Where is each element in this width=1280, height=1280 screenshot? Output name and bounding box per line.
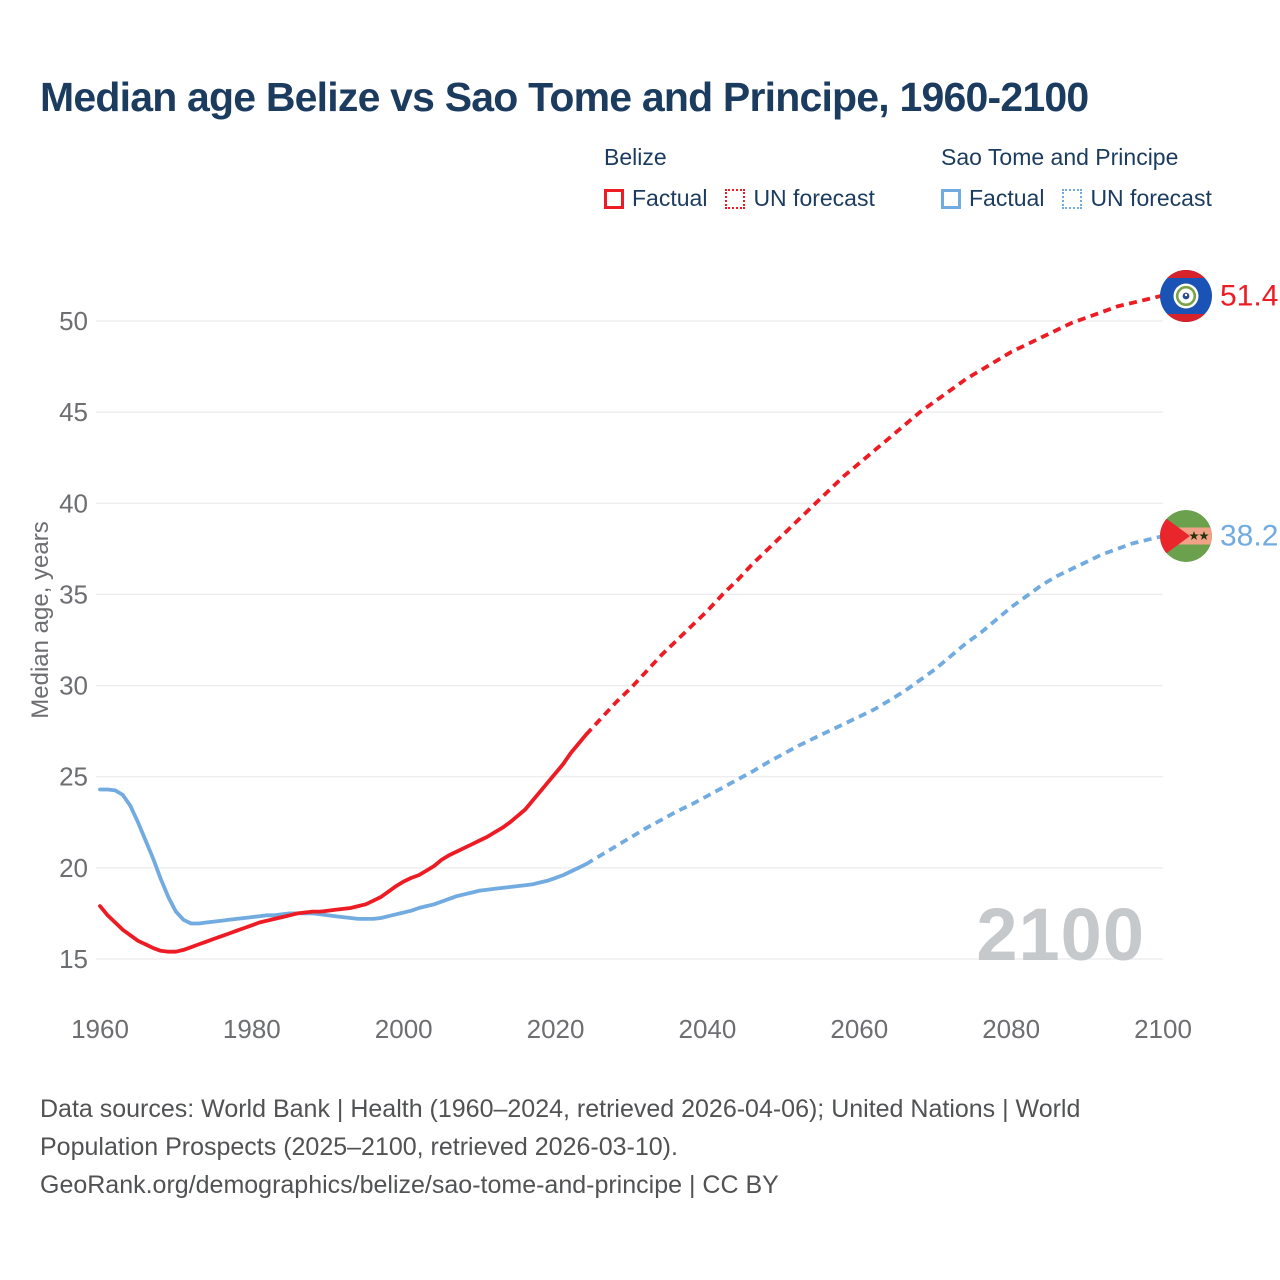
series-lines xyxy=(98,293,1164,954)
legend-item-sao-tome-factual: Factual xyxy=(941,185,1044,212)
belize-forecast-swatch-icon xyxy=(725,188,746,209)
x-tick-label-2060: 2060 xyxy=(830,1014,888,1044)
legend-item-sao-tome-forecast: UN forecast xyxy=(1062,185,1212,212)
x-tick-label-2100: 2100 xyxy=(1134,1014,1192,1044)
x-axis-tick-labels: 1960 1980 2000 2020 2040 2060 2080 2100 xyxy=(71,1014,1192,1044)
belize-flag-icon xyxy=(1160,270,1212,322)
sao-tome-flag-icon xyxy=(1160,510,1212,562)
gridlines xyxy=(96,320,1163,960)
y-tick-label-25: 25 xyxy=(59,762,88,792)
y-tick-label-15: 15 xyxy=(59,944,88,974)
y-tick-label-30: 30 xyxy=(59,671,88,701)
y-tick-label-40: 40 xyxy=(59,488,88,518)
y-tick-label-45: 45 xyxy=(59,397,88,427)
belize-end-value-label: 51.4 xyxy=(1220,280,1278,313)
sao-tome-factual-swatch-icon xyxy=(941,188,961,209)
belize-factual-swatch-icon xyxy=(604,188,624,209)
y-tick-label-35: 35 xyxy=(59,579,88,609)
legend-label: UN forecast xyxy=(753,185,875,211)
legend-item-belize-forecast: UN forecast xyxy=(725,185,875,212)
page-title: Median age Belize vs Sao Tome and Princi… xyxy=(40,74,1089,120)
x-tick-label-2000: 2000 xyxy=(375,1014,433,1044)
legend-label: Factual xyxy=(969,185,1045,211)
sao-tome-end-value-label: 38.2 xyxy=(1220,520,1278,553)
legend-title-belize: Belize xyxy=(604,144,667,170)
data-sources-line-1: Data sources: World Bank | Health (1960–… xyxy=(40,1095,1081,1123)
x-tick-label-2040: 2040 xyxy=(679,1014,737,1044)
y-tick-label-50: 50 xyxy=(59,306,88,336)
watermark-year: 2100 xyxy=(976,893,1145,976)
series-line-sao-tome-and-principe-factual xyxy=(98,787,588,926)
x-tick-label-2080: 2080 xyxy=(982,1014,1040,1044)
y-axis-title: Median age, years xyxy=(27,521,54,718)
data-sources-line-2: Population Prospects (2025–2100, retriev… xyxy=(40,1133,678,1161)
data-sources-note: Data sources: World Bank | Health (1960–… xyxy=(40,1090,1080,1204)
x-tick-label-2020: 2020 xyxy=(527,1014,585,1044)
y-tick-label-20: 20 xyxy=(59,853,88,883)
legend-title-sao-tome: Sao Tome and Principe xyxy=(941,144,1179,170)
legend-group-sao-tome: Sao Tome and Principe Factual UN forecas… xyxy=(941,144,1212,212)
x-tick-label-1960: 1960 xyxy=(71,1014,129,1044)
sao-tome-forecast-swatch-icon xyxy=(1062,188,1083,209)
data-sources-line-3: GeoRank.org/demographics/belize/sao-tome… xyxy=(40,1171,779,1199)
legend-item-belize-factual: Factual xyxy=(604,185,707,212)
legend-label: UN forecast xyxy=(1090,185,1212,211)
legend-label: Factual xyxy=(632,185,708,211)
series-line-sao-tome-and-principe-un-forecast xyxy=(584,534,1164,866)
series-line-belize-factual xyxy=(98,732,588,954)
series-line-belize-un-forecast xyxy=(584,293,1164,737)
y-axis-tick-labels: 15 20 25 30 35 40 45 50 xyxy=(59,306,88,974)
x-tick-label-1980: 1980 xyxy=(223,1014,281,1044)
legend-group-belize: Belize Factual UN forecast xyxy=(604,144,875,212)
